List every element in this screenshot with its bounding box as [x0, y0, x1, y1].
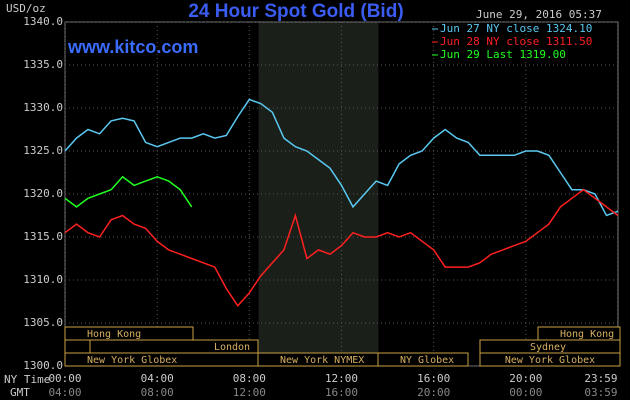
- gmt-label: GMT: [10, 386, 30, 399]
- x2-tick-label: 08:00: [141, 386, 174, 399]
- legend-entry: Jun 27 NY close 1324.10: [440, 22, 592, 35]
- session-box: [377, 352, 469, 367]
- x-tick-label: 12:00: [325, 372, 358, 385]
- x-tick-label: 04:00: [141, 372, 174, 385]
- series-line: [64, 98, 619, 217]
- x2-tick-label: 04:00: [48, 386, 81, 399]
- x2-tick-label: 03:59: [584, 386, 617, 399]
- y-tick-label: 1315.0: [23, 230, 63, 243]
- x-tick-label: 00:00: [48, 372, 81, 385]
- legend-entry: Jun 29 Last 1319.00: [440, 48, 566, 61]
- session-shade: [258, 22, 379, 366]
- session-label: New York Globex: [505, 355, 595, 366]
- x-tick-label: 20:00: [509, 372, 542, 385]
- session-label: London: [214, 342, 250, 353]
- session-box: [64, 339, 91, 354]
- site-label: www.kitco.com: [67, 37, 198, 57]
- session-label: Hong Kong: [560, 329, 614, 340]
- x-tick-label: 23:59: [584, 372, 617, 385]
- y-unit: USD/oz: [6, 2, 46, 15]
- y-tick-label: 1310.0: [23, 273, 63, 286]
- x2-tick-label: 20:00: [417, 386, 450, 399]
- y-tick-label: 1325.0: [23, 144, 63, 157]
- series-line: [64, 175, 193, 208]
- session-label: NY Globex: [400, 355, 454, 366]
- series-line: [64, 188, 619, 308]
- session-box: [537, 326, 621, 341]
- session-label: New York Globex: [87, 355, 177, 366]
- session-label: Sydney: [530, 342, 566, 353]
- x2-tick-label: 00:00: [509, 386, 542, 399]
- x-tick-label: 16:00: [417, 372, 450, 385]
- timestamp: June 29, 2016 05:37: [476, 8, 602, 21]
- y-tick-label: 1320.0: [23, 187, 63, 200]
- legend-entry: Jun 28 NY close 1311.50: [440, 35, 592, 48]
- session-box: [479, 352, 621, 367]
- x-tick-label: 08:00: [233, 372, 266, 385]
- y-tick-label: 1330.0: [23, 101, 63, 114]
- x2-tick-label: 12:00: [233, 386, 266, 399]
- y-tick-label: 1335.0: [23, 58, 63, 71]
- ny-time-label: NY Time: [4, 373, 50, 386]
- y-tick-label: 1340.0: [23, 15, 63, 28]
- session-label: New York NYMEX: [280, 355, 364, 366]
- session-label: Hong Kong: [87, 329, 141, 340]
- x2-tick-label: 16:00: [325, 386, 358, 399]
- y-tick-label: 1305.0: [23, 316, 63, 329]
- y-tick-label: 1300.0: [23, 359, 63, 372]
- chart-title: 24 Hour Spot Gold (Bid): [188, 1, 403, 22]
